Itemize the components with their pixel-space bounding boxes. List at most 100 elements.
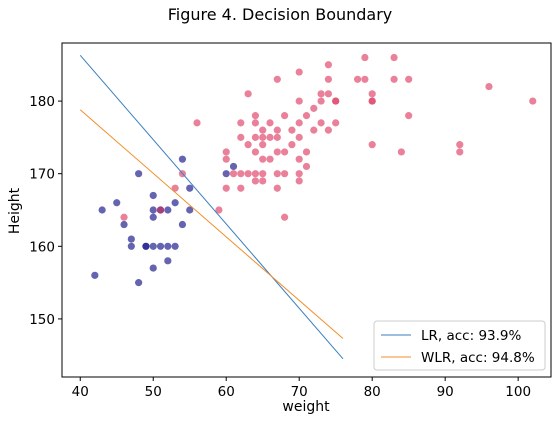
scatter-point-series-1 bbox=[273, 170, 281, 178]
scatter-point-series-1 bbox=[273, 126, 281, 134]
scatter-point-series-0 bbox=[178, 155, 187, 163]
x-tick-label: 40 bbox=[72, 384, 89, 400]
plot-frame bbox=[61, 42, 552, 378]
scatter-point-series-0 bbox=[164, 206, 172, 214]
legend-label: WLR, acc: 94.8% bbox=[421, 350, 535, 366]
scatter-point-series-1 bbox=[244, 141, 252, 149]
scatter-point-series-1 bbox=[120, 213, 128, 221]
scatter-point-series-0 bbox=[178, 220, 187, 229]
x-tick-label: 60 bbox=[218, 384, 235, 400]
scatter-point-series-1 bbox=[353, 75, 362, 83]
scatter-point-series-1 bbox=[156, 206, 165, 214]
y-tick-label: 180 bbox=[29, 94, 55, 110]
scatter-point-series-0 bbox=[135, 279, 143, 287]
scatter-point-series-1 bbox=[324, 126, 332, 134]
scatter-point-series-1 bbox=[368, 141, 376, 149]
legend-label: LR, acc: 93.9% bbox=[421, 328, 521, 344]
y-axis: 150 160 170 180 bbox=[29, 94, 62, 328]
x-tick-label: 90 bbox=[437, 384, 454, 400]
scatter-point-series-0 bbox=[164, 257, 172, 265]
scatter-point-series-1 bbox=[171, 184, 179, 192]
scatter-point-series-1 bbox=[390, 53, 398, 62]
scatter-point-series-0 bbox=[156, 242, 165, 250]
scatter-point-series-1 bbox=[324, 75, 332, 83]
scatter-point-series-1 bbox=[405, 75, 413, 83]
scatter-point-series-1 bbox=[332, 119, 340, 127]
scatter-point-series-1 bbox=[222, 148, 230, 156]
x-tick-label: 100 bbox=[505, 384, 531, 400]
scatter-point-series-1 bbox=[310, 126, 318, 134]
scatter-point-series-1 bbox=[259, 177, 267, 185]
scatter-point-series-1 bbox=[244, 170, 252, 178]
scatter-point-series-1 bbox=[397, 148, 405, 156]
scatter-point-series-1 bbox=[259, 126, 267, 134]
scatter-point-series-1 bbox=[317, 97, 325, 105]
scatter-point-series-1 bbox=[251, 119, 260, 127]
scatter-point-series-1 bbox=[295, 170, 303, 178]
scatter-point-series-1 bbox=[361, 53, 369, 62]
scatter-point-series-1 bbox=[259, 170, 267, 178]
scatter-point-series-1 bbox=[324, 90, 332, 98]
scatter-point-series-0 bbox=[149, 191, 157, 200]
scatter-point-series-1 bbox=[273, 133, 281, 141]
scatter-point-series-0 bbox=[91, 271, 99, 279]
y-tick-label: 160 bbox=[29, 239, 55, 255]
x-tick-label: 70 bbox=[291, 384, 308, 400]
scatter-point-series-1 bbox=[266, 155, 274, 163]
scatter-point-series-1 bbox=[295, 133, 303, 141]
x-tick-label: 50 bbox=[145, 384, 162, 400]
scatter-point-series-0 bbox=[127, 242, 135, 250]
scatter-point-series-1 bbox=[302, 112, 311, 120]
scatter-point-series-1 bbox=[251, 148, 260, 156]
scatter-point-series-1 bbox=[310, 104, 318, 112]
scatter-point-series-1 bbox=[251, 112, 260, 120]
scatter-point-series-1 bbox=[193, 119, 201, 127]
scatter-point-series-0 bbox=[229, 162, 238, 171]
scatter-point-series-0 bbox=[113, 199, 121, 207]
scatter-point-series-1 bbox=[266, 133, 274, 141]
legend: LR, acc: 93.9% WLR, acc: 94.8% bbox=[373, 320, 546, 371]
y-tick-label: 150 bbox=[29, 312, 55, 328]
y-axis-label: Height bbox=[7, 187, 23, 234]
scatter-point-series-0 bbox=[127, 235, 135, 243]
scatter-point-series-1 bbox=[281, 112, 289, 120]
scatter-point-series-0 bbox=[142, 242, 150, 250]
scatter-point-series-1 bbox=[251, 133, 260, 141]
scatter-point-series-1 bbox=[222, 184, 230, 192]
scatter-point-series-1 bbox=[244, 90, 252, 98]
plot-area bbox=[79, 53, 537, 360]
scatter-point-series-1 bbox=[251, 170, 260, 178]
scatter-point-series-1 bbox=[273, 184, 281, 192]
x-axis-label: weight bbox=[282, 399, 330, 415]
boundary-line-0 bbox=[79, 55, 344, 360]
scatter-point-series-1 bbox=[237, 184, 245, 192]
scatter-point-series-1 bbox=[332, 97, 340, 105]
scatter-point-series-1 bbox=[215, 206, 223, 214]
scatter-point-series-1 bbox=[368, 90, 376, 98]
scatter-point-series-1 bbox=[295, 119, 303, 127]
scatter-point-series-1 bbox=[288, 141, 296, 149]
scatter-point-series-1 bbox=[281, 170, 289, 178]
scatter-point-series-0 bbox=[164, 242, 172, 250]
scatter-point-series-1 bbox=[259, 141, 267, 149]
scatter-point-series-0 bbox=[222, 170, 230, 178]
scatter-point-series-1 bbox=[295, 155, 303, 163]
scatter-point-series-1 bbox=[324, 61, 332, 69]
chart-title: Figure 4. Decision Boundary bbox=[168, 5, 393, 24]
scatter-point-series-1 bbox=[317, 119, 325, 127]
x-tick-label: 80 bbox=[364, 384, 381, 400]
scatter-point-series-1 bbox=[251, 177, 260, 185]
scatter-point-series-1 bbox=[390, 75, 398, 83]
scatter-point-series-1 bbox=[237, 133, 245, 141]
scatter-point-series-0 bbox=[149, 213, 157, 221]
scatter-point-series-1 bbox=[295, 68, 303, 76]
scatter-point-series-1 bbox=[361, 75, 369, 83]
scatter-point-series-1 bbox=[273, 75, 281, 83]
scatter-point-series-1 bbox=[281, 148, 289, 156]
scatter-point-series-1 bbox=[229, 170, 238, 178]
scatter-point-series-1 bbox=[259, 133, 267, 141]
boundary-line-1 bbox=[79, 109, 344, 339]
scatter-point-series-1 bbox=[405, 112, 413, 120]
scatter-point-series-1 bbox=[281, 213, 289, 221]
